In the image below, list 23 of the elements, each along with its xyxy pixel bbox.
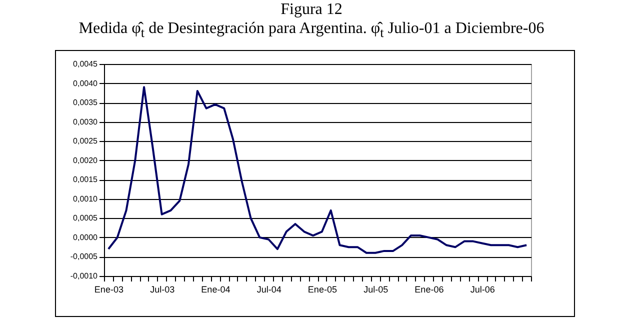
y-tick-label: 0,0010	[73, 194, 98, 204]
y-tick-label: 0,0030	[73, 117, 98, 126]
y-tick-label: 0,0000	[73, 232, 98, 242]
x-tick-label: Jul-05	[364, 284, 388, 294]
y-tick-label: -0,0005	[70, 252, 98, 262]
line-series	[107, 86, 528, 254]
x-tick-label: Jul-06	[470, 284, 495, 294]
x-tick-label: Ene-03	[94, 284, 124, 294]
y-tick-label: 0,0035	[73, 98, 98, 108]
x-tick-label: Jul-03	[150, 284, 175, 294]
chart-subtitle: Medida φ̂$_{t}$ de Desintegración para Argentina. φ̂$_{t}$ Julio-01 a Diciembre-06	[78, 19, 546, 42]
x-tick-label: Ene-06	[414, 284, 444, 294]
y-tick-label: -0,0010	[70, 272, 98, 280]
y-tick-label: 0,0025	[73, 136, 98, 146]
x-tick-label: Ene-04	[201, 284, 230, 294]
x-tick-label: Jul-04	[256, 284, 282, 294]
y-tick-label: 0,0045	[73, 60, 98, 68]
y-tick-label: 0,0015	[73, 175, 98, 184]
y-tick-label: 0,0005	[73, 214, 98, 223]
x-tick-label: Ene-05	[308, 284, 337, 294]
chart-title: Figura 12	[280, 0, 344, 19]
y-tick-label: 0,0020	[73, 156, 98, 165]
y-tick-label: 0,0040	[73, 78, 98, 88]
